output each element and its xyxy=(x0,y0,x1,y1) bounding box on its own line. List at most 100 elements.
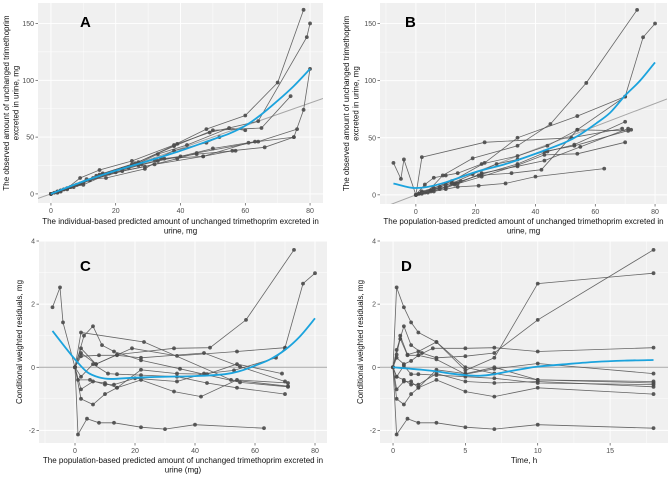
data-point xyxy=(653,21,657,26)
data-point xyxy=(539,167,544,172)
data-point xyxy=(492,394,497,399)
x-tick-label: 0 xyxy=(49,208,53,215)
data-point xyxy=(629,127,634,132)
y-axis-label: excreted in urine, mg xyxy=(352,66,361,141)
data-point xyxy=(575,151,580,156)
y-tick-label: 100 xyxy=(364,78,376,85)
smooth-curve xyxy=(51,317,316,380)
data-point xyxy=(292,247,296,252)
data-point xyxy=(548,122,553,126)
data-point xyxy=(58,285,62,290)
data-point xyxy=(623,140,628,145)
x-tick-label: 40 xyxy=(191,448,199,455)
data-point xyxy=(301,281,305,286)
data-point xyxy=(479,174,484,179)
smooth-curve xyxy=(392,359,654,377)
data-point xyxy=(463,425,468,430)
data-point xyxy=(104,176,108,180)
data-point xyxy=(428,188,433,193)
data-point xyxy=(61,320,65,325)
data-point xyxy=(308,21,312,26)
data-point xyxy=(97,168,102,172)
data-point xyxy=(431,175,436,180)
x-tick-label: 15 xyxy=(606,448,614,455)
data-point xyxy=(651,345,656,350)
data-point xyxy=(82,333,86,338)
data-point xyxy=(301,107,306,112)
data-point xyxy=(492,351,497,355)
data-point xyxy=(155,152,160,157)
data-point xyxy=(112,382,116,387)
data-point xyxy=(455,171,460,176)
data-point xyxy=(79,396,83,401)
panel-letter: B xyxy=(405,14,416,31)
y-tick-label: 0 xyxy=(31,365,35,372)
data-point xyxy=(142,340,146,344)
y-tick-label: 0 xyxy=(30,191,34,198)
data-point xyxy=(235,385,239,390)
smooth-curve xyxy=(50,68,311,195)
panel-letter: D xyxy=(401,258,412,275)
data-point xyxy=(492,381,497,385)
panel-C: 0 20 40 60 80 -2 0 2 4 The population-based predi… xyxy=(15,239,327,475)
x-axis-label: urine (mg) xyxy=(165,466,202,475)
data-point xyxy=(492,427,497,432)
y-tick-label: 150 xyxy=(364,21,376,28)
data-point xyxy=(394,396,399,401)
data-point xyxy=(275,80,280,85)
y-axis-label: excreted in urine, mg xyxy=(12,66,21,141)
data-point xyxy=(202,371,206,376)
data-point xyxy=(492,345,497,350)
data-point xyxy=(155,159,160,163)
y-tick-label: 150 xyxy=(22,21,34,28)
data-point xyxy=(623,119,628,124)
data-point xyxy=(79,374,83,379)
data-point xyxy=(139,373,143,378)
data-point xyxy=(434,340,439,344)
x-axis-label: The population-based predicted amount of… xyxy=(43,456,323,465)
data-point xyxy=(482,140,487,145)
data-point xyxy=(651,426,656,431)
x-tick-label: 0 xyxy=(414,209,418,216)
series-line xyxy=(415,96,626,196)
data-point xyxy=(535,318,540,322)
data-point xyxy=(112,420,116,425)
data-point xyxy=(238,380,242,385)
data-point xyxy=(283,392,287,396)
data-point xyxy=(635,7,640,12)
data-point xyxy=(185,143,189,147)
data-point xyxy=(232,368,236,373)
data-point xyxy=(301,7,306,12)
data-point xyxy=(262,145,267,150)
data-point xyxy=(492,355,497,360)
data-point xyxy=(515,163,520,168)
data-point xyxy=(535,422,540,427)
y-tick-label: 4 xyxy=(31,239,35,246)
data-point xyxy=(81,182,86,187)
series-line xyxy=(392,367,654,406)
data-point xyxy=(503,181,508,186)
data-point xyxy=(651,271,656,276)
data-point xyxy=(115,372,119,377)
y-tick-label: 0 xyxy=(372,192,376,199)
data-point xyxy=(409,392,414,396)
data-point xyxy=(401,363,406,368)
data-point xyxy=(434,371,439,376)
panel-A: 0 20 40 60 80 0 50 100 150 The individual-based p… xyxy=(2,3,323,236)
data-point xyxy=(394,374,399,379)
data-point xyxy=(641,35,645,40)
data-point xyxy=(572,143,577,148)
data-point xyxy=(651,392,656,396)
plot-background xyxy=(39,241,327,443)
data-point xyxy=(515,143,520,148)
data-point xyxy=(208,345,212,350)
data-point xyxy=(463,346,468,351)
y-tick-label: 50 xyxy=(368,135,376,142)
data-point xyxy=(227,126,231,130)
data-point xyxy=(178,154,183,159)
data-point xyxy=(394,432,399,437)
data-point xyxy=(235,362,239,366)
data-point xyxy=(139,367,143,372)
data-point xyxy=(97,353,101,358)
data-point xyxy=(479,162,484,166)
